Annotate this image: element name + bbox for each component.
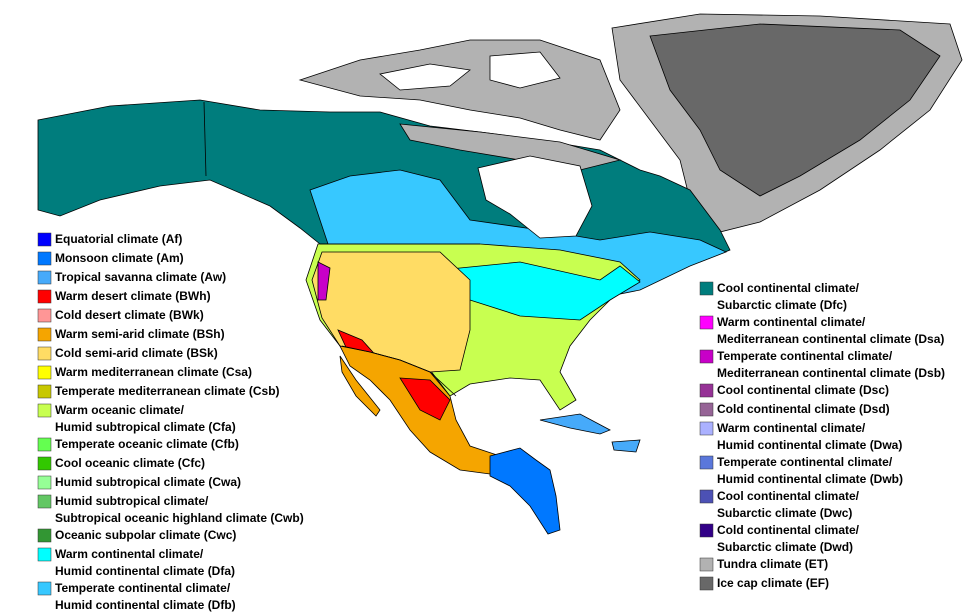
legend-label: Temperate continental climate/	[717, 349, 893, 363]
mexico-desert	[399, 377, 451, 421]
legend-swatch	[37, 365, 52, 380]
legend-swatch	[699, 349, 714, 364]
legend-swatch	[37, 581, 52, 596]
legend-label: Humid subtropical climate (Cfa)	[55, 420, 236, 434]
legend-swatch	[699, 383, 714, 398]
legend-label: Cool oceanic climate (Cfc)	[55, 456, 205, 470]
legend: Equatorial climate (Af) Monsoon climate (…	[37, 232, 304, 612]
legend-swatch	[699, 523, 714, 538]
usa-west	[311, 251, 471, 373]
legend-label: Temperate mediterranean climate (Csb)	[55, 384, 280, 398]
legend-label: Warm oceanic climate/	[55, 403, 185, 417]
legend-swatch	[37, 270, 52, 285]
legend-label: Cold semi-arid climate (BSk)	[55, 346, 218, 360]
legend-label: Subtropical oceanic highland climate (Cw…	[55, 511, 304, 525]
arctic-islands-2	[379, 51, 561, 91]
legend-swatch	[699, 281, 714, 296]
legend-label: Warm continental climate/	[717, 421, 866, 435]
greenland-ice	[649, 23, 941, 197]
legend-label: Warm semi-arid climate (BSh)	[55, 327, 225, 341]
legend-swatch	[37, 251, 52, 266]
cuba	[539, 413, 611, 435]
legend-label: Cool continental climate (Dsc)	[717, 383, 889, 397]
legend-label: Cool continental climate/	[717, 281, 860, 295]
legend: Cool continental climate/Subarctic clima…	[699, 281, 945, 591]
legend-label: Warm mediterranean climate (Csa)	[55, 365, 252, 379]
legend-label: Tropical savanna climate (Aw)	[55, 270, 226, 284]
legend-label: Humid continental climate (Dfa)	[55, 564, 235, 578]
legend-label: Humid continental climate (Dwb)	[717, 472, 903, 486]
legend-label: Equatorial climate (Af)	[55, 232, 182, 246]
legend-swatch	[37, 346, 52, 361]
legend-label: Mediterranean continental climate (Dsa)	[717, 332, 944, 346]
legend-label: Warm continental climate/	[717, 315, 866, 329]
legend-label: Temperate continental climate/	[55, 581, 231, 595]
legend-label: Subarctic climate (Dwd)	[717, 540, 853, 554]
legend-swatch	[699, 455, 714, 470]
baja	[339, 355, 381, 417]
legend-label: Humid subtropical climate (Cwa)	[55, 475, 241, 489]
legend-swatch	[699, 421, 714, 436]
legend-label: Tundra climate (ET)	[717, 557, 828, 571]
legend-swatch	[37, 475, 52, 490]
legend-label: Cold desert climate (BWk)	[55, 308, 204, 322]
legend-swatch	[37, 437, 52, 452]
legend-label: Monsoon climate (Am)	[55, 251, 184, 265]
legend-label: Warm continental climate/	[55, 547, 204, 561]
legend-swatch	[37, 403, 52, 418]
legend-swatch	[37, 384, 52, 399]
legend-swatch	[37, 494, 52, 509]
legend-swatch	[699, 315, 714, 330]
legend-label: Ice cap climate (EF)	[717, 576, 829, 590]
central-america	[489, 447, 561, 535]
legend-swatch	[699, 576, 714, 591]
map	[37, 13, 963, 535]
legend-swatch	[37, 289, 52, 304]
legend-swatch	[37, 327, 52, 342]
border-alaska	[203, 101, 207, 177]
legend-swatch	[37, 456, 52, 471]
legend-label: Temperate oceanic climate (Cfb)	[55, 437, 239, 451]
legend-swatch	[699, 557, 714, 572]
hispaniola	[611, 439, 641, 453]
usa-dsb	[317, 261, 331, 301]
border-us-mexico	[341, 345, 457, 397]
legend-label: Humid subtropical climate/	[55, 494, 209, 508]
legend-label: Subarctic climate (Dwc)	[717, 506, 852, 520]
legend-label: Temperate continental climate/	[717, 455, 893, 469]
legend-swatch	[37, 547, 52, 562]
legend-label: Warm desert climate (BWh)	[55, 289, 211, 303]
legend-label: Humid continental climate (Dfb)	[55, 598, 236, 612]
legend-label: Cool continental climate/	[717, 489, 860, 503]
legend-swatch	[37, 528, 52, 543]
legend-label: Cold continental climate/	[717, 523, 860, 537]
legend-swatch	[699, 402, 714, 417]
legend-label: Mediterranean continental climate (Dsb)	[717, 366, 945, 380]
legend-swatch	[699, 489, 714, 504]
legend-swatch	[37, 232, 52, 247]
legend-label: Oceanic subpolar climate (Cwc)	[55, 528, 236, 542]
legend-swatch	[37, 308, 52, 323]
legend-label: Humid continental climate (Dwa)	[717, 438, 902, 452]
hudson-bay	[477, 155, 593, 239]
legend-label: Cold continental climate (Dsd)	[717, 402, 890, 416]
legend-label: Subarctic climate (Dfc)	[717, 298, 847, 312]
